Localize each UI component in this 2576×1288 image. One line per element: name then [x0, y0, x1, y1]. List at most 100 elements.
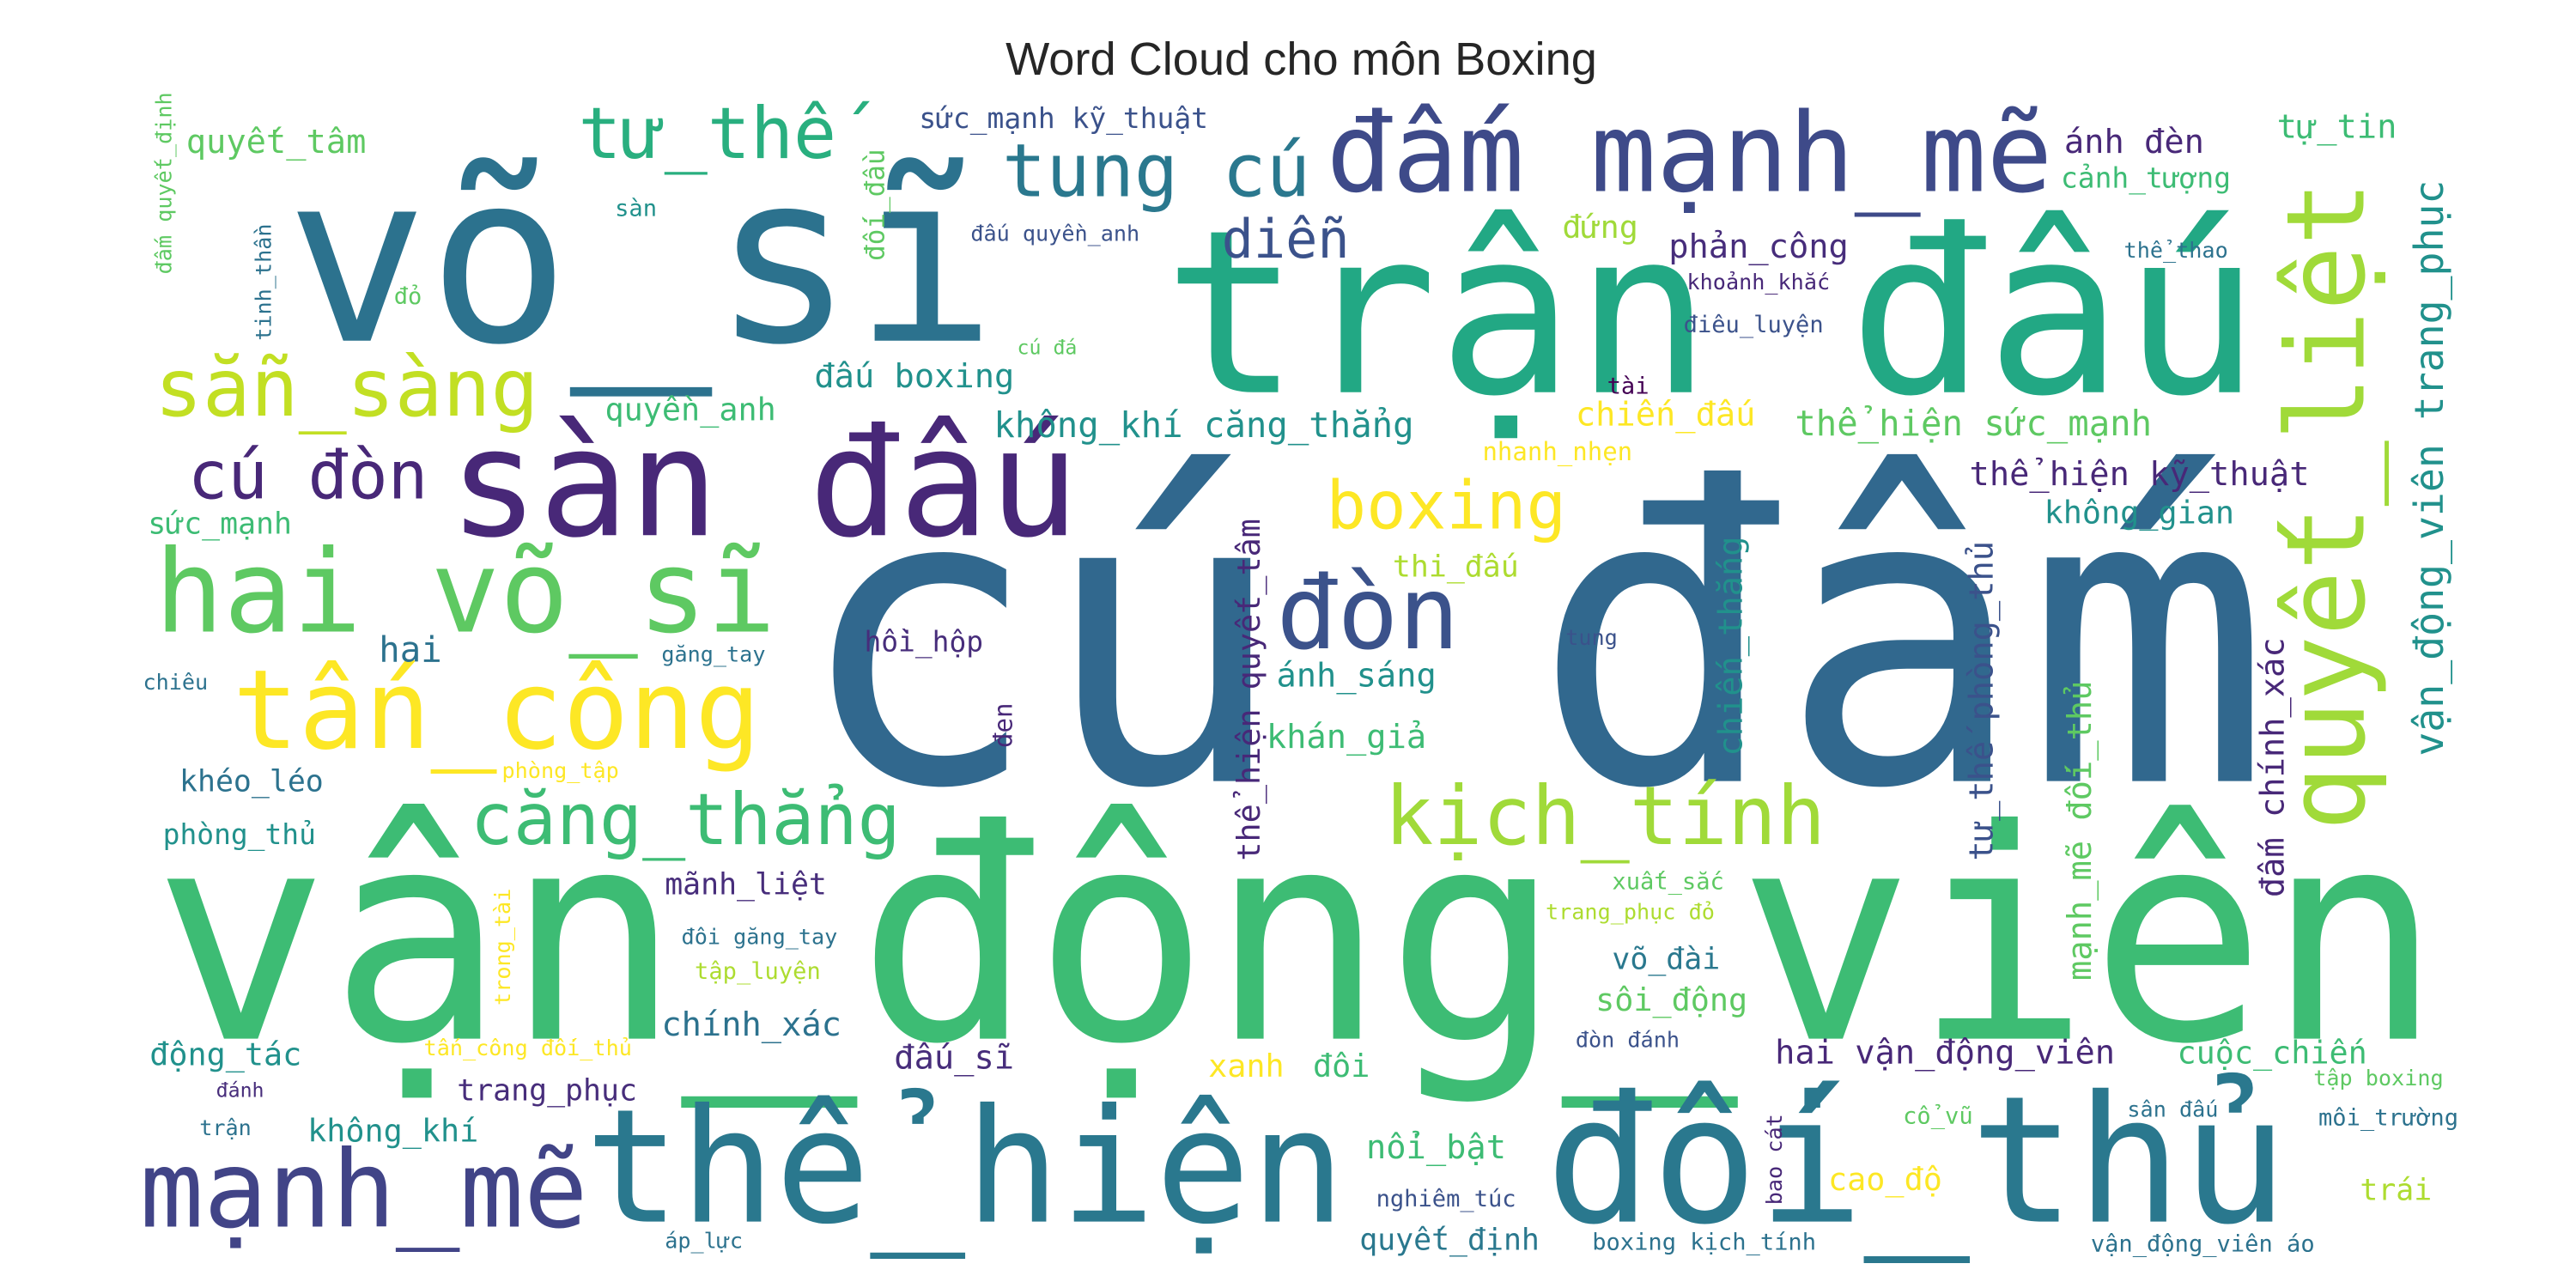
word: khoảnh_khắc	[1687, 270, 1831, 295]
word: tư_thế	[579, 92, 871, 175]
word: áp_lực	[665, 1229, 743, 1254]
word: tung	[1565, 625, 1618, 650]
word: chiêu	[143, 670, 208, 695]
word: đối_đầu	[860, 149, 891, 260]
word: đứng	[1562, 209, 1638, 246]
word: xuất_sắc	[1612, 868, 1723, 895]
word: sức_mạnh	[148, 507, 292, 541]
word: cú đòn	[188, 438, 428, 515]
word: vận_động_viên trang_phục	[2406, 180, 2452, 756]
word: thể_hiện quyết_tâm	[1230, 519, 1268, 860]
word: không_khí căng_thẳng	[993, 404, 1413, 446]
word: võ_đài	[1612, 942, 1720, 976]
word: hai võ_sĩ	[155, 526, 776, 659]
word: trái	[2360, 1173, 2432, 1207]
word: đen	[989, 703, 1018, 748]
word: quyết_liệt	[2263, 180, 2389, 830]
word: mãnh_liệt	[665, 867, 827, 902]
word: đòn	[1276, 554, 1459, 672]
word: vận_động_viên áo	[2091, 1230, 2315, 1257]
word: nghiêm_túc	[1376, 1186, 1516, 1212]
word: phòng_thủ	[163, 817, 316, 852]
word: ánh đèn	[2064, 123, 2204, 161]
word: thể_hiện	[585, 1076, 1346, 1260]
word: không_khí	[307, 1113, 478, 1151]
word: đòn đánh	[1576, 1027, 1680, 1052]
word: mạnh_mẽ	[140, 1128, 588, 1252]
word: tập_luyện	[695, 958, 821, 985]
word: sôi_động	[1595, 981, 1747, 1019]
word: thể_hiện sức_mạnh	[1795, 403, 2152, 444]
word: đấu_sĩ	[894, 1039, 1014, 1078]
word: tự_tin	[2277, 108, 2397, 147]
word: kịch_tính	[1384, 769, 1826, 864]
chart-title: Word Cloud cho môn Boxing	[1005, 33, 1597, 85]
word: đôi	[1313, 1048, 1370, 1084]
word: ánh_sáng	[1276, 656, 1436, 695]
word: khán_giả	[1267, 718, 1426, 756]
word: sức_mạnh kỹ_thuật	[919, 101, 1208, 136]
word: tập boxing	[2313, 1066, 2443, 1091]
word: quyết_định	[1359, 1223, 1540, 1257]
word: quyết_tâm	[186, 123, 367, 161]
word: căng_thẳng	[471, 778, 901, 861]
word: thi_đấu	[1393, 550, 1519, 585]
word: tung cú	[1002, 129, 1310, 214]
word: hồi_hộp	[864, 625, 983, 659]
word: phản_công	[1668, 228, 1849, 266]
word: cú đấm	[794, 403, 2271, 878]
word: quyền_anh	[605, 392, 776, 429]
word: chiến_đấu	[1576, 395, 1756, 434]
word: tấn_công đối_thủ	[424, 1036, 632, 1060]
word: diễn	[1222, 209, 1350, 270]
word: động_tác	[149, 1036, 301, 1074]
word: đấm chính_xác	[2253, 637, 2292, 897]
word: trang_phục	[457, 1073, 637, 1108]
word: xanh	[1208, 1048, 1285, 1084]
word: đấm mạnh_mẽ	[1327, 90, 2053, 218]
word: sân đấu	[2127, 1097, 2218, 1122]
word: đấm quyết_định	[151, 92, 176, 274]
word: phòng_tập	[502, 758, 619, 783]
word: thể_hiện kỹ_thuật	[1970, 455, 2310, 494]
word: trận đấu	[1163, 181, 2260, 447]
word: khéo_léo	[179, 764, 324, 799]
word: vận_động_viên	[153, 769, 2442, 1112]
word: cao_độ	[1828, 1161, 1942, 1199]
word: cổ_vũ	[1903, 1103, 1973, 1129]
word: cuộc_chiến	[2177, 1035, 2366, 1072]
word: chính_xác	[661, 1005, 841, 1044]
word: võ_sĩ	[286, 122, 996, 400]
word: tư_thế phòng_thủ	[1963, 541, 2002, 861]
word: boxing	[1327, 467, 1567, 544]
word: đỏ	[394, 283, 422, 310]
word: bao cát	[1762, 1114, 1787, 1205]
word: đôi găng_tay	[682, 924, 838, 949]
word: đối_thủ	[1546, 1060, 2288, 1264]
word: đấu quyền_anh	[970, 222, 1139, 246]
word: tinh_thần	[251, 223, 276, 340]
word: tấn_công	[233, 647, 761, 775]
word: boxing kịch_tính	[1592, 1229, 1816, 1255]
word: điêu_luyện	[1684, 312, 1824, 338]
word: đánh	[216, 1078, 264, 1102]
word: cảnh_tượng	[2061, 161, 2231, 196]
word: cú đá	[1018, 336, 1078, 359]
word: hai	[379, 629, 441, 670]
word: mạnh_mẽ đối_thủ	[2061, 681, 2099, 981]
word: trận	[199, 1115, 252, 1140]
word: tài	[1607, 374, 1649, 400]
word: sàn	[615, 196, 657, 222]
word: chiến_thắng	[1711, 536, 1750, 756]
word: môi_trường	[2318, 1104, 2458, 1131]
word: không_gian	[2044, 495, 2234, 532]
word: găng_tay	[661, 641, 765, 666]
word: sàn đấu	[449, 397, 1079, 571]
word: nổi_bật	[1366, 1128, 1506, 1167]
word: nhanh_nhẹn	[1482, 437, 1632, 467]
word: trong_tài	[490, 889, 515, 1005]
word: hai vận_động_viên	[1775, 1034, 2115, 1072]
